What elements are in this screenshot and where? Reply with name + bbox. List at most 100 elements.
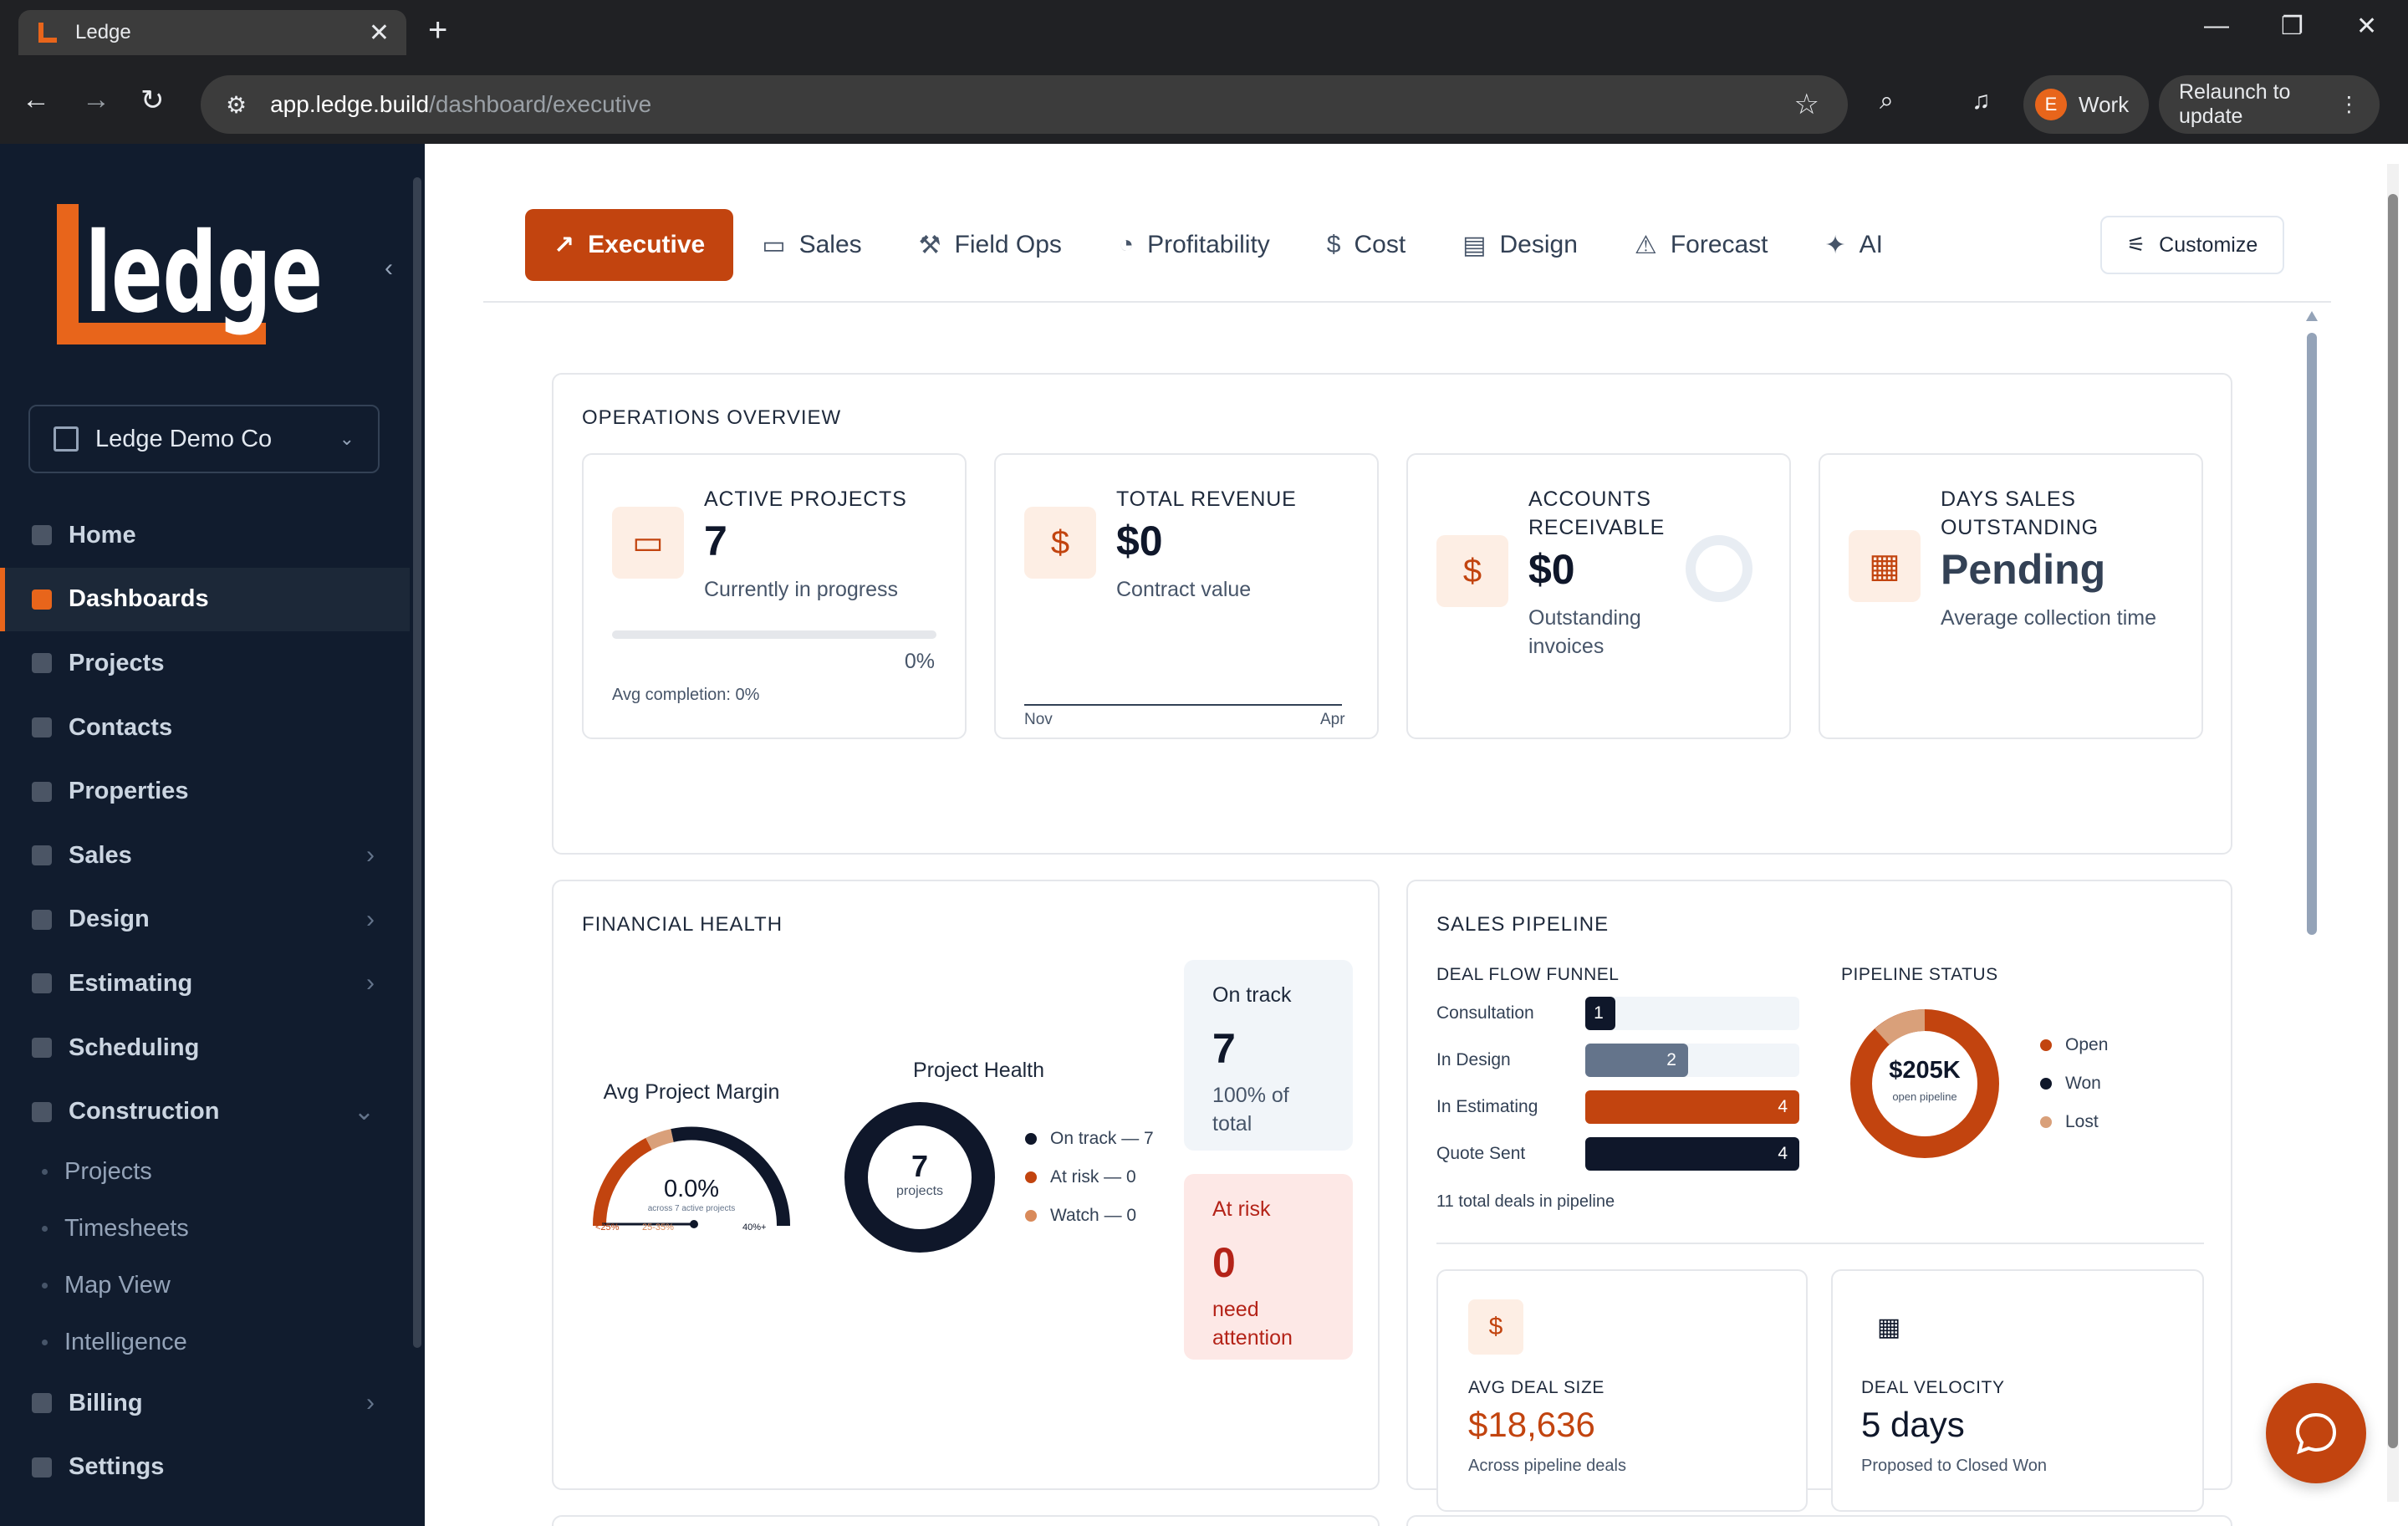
reload-icon[interactable]: ↻ <box>140 84 165 116</box>
tab-ai[interactable]: ✦ AI <box>1797 209 1912 281</box>
sidebar-scrollbar[interactable] <box>413 177 421 1348</box>
funnel-row-in-design[interactable]: In Design 2 <box>1436 1044 1799 1077</box>
sidebar-item-label: Scheduling <box>69 1033 200 1061</box>
sidebar-item-home[interactable]: Home <box>0 503 410 568</box>
sidebar-item-label: Projects <box>69 649 165 676</box>
tab-executive[interactable]: ↗ Executive <box>525 209 734 281</box>
tab-sales[interactable]: ▭ Sales <box>733 209 890 281</box>
scroll-up-icon[interactable] <box>2306 311 2318 321</box>
completion-progress-bar <box>612 630 936 639</box>
close-window-icon[interactable]: ✕ <box>2356 13 2378 40</box>
address-bar[interactable]: ⚙ app.ledge.build/dashboard/executive ☆ <box>201 75 1848 134</box>
funnel-row-consultation[interactable]: Consultation 1 <box>1436 997 1799 1030</box>
legend-dot <box>2040 1039 2052 1051</box>
page-scrollbar[interactable] <box>2386 164 2400 1502</box>
deal-velocity-card[interactable]: ▦ DEAL VELOCITY 5 days Proposed to Close… <box>1831 1269 2204 1512</box>
tab-design[interactable]: ▤ Design <box>1434 209 1606 281</box>
company-name: Ledge Demo Co <box>95 425 273 452</box>
restore-icon[interactable]: ❐ <box>2281 13 2303 40</box>
sidebar-item-projects[interactable]: Projects <box>0 631 410 696</box>
financial-health-card: FINANCIAL HEALTH Avg Project Margin 0.0%… <box>552 880 1380 1490</box>
sidebar-subitem-timesheets[interactable]: Timesheets <box>0 1201 410 1258</box>
dollar-icon: $ <box>1326 231 1341 258</box>
at-risk-tile[interactable]: At risk 0 need attention <box>1184 1174 1353 1360</box>
legend-dot <box>1025 1133 1037 1145</box>
scrollbar-thumb[interactable] <box>2307 333 2317 935</box>
legend-dot <box>2040 1116 2052 1128</box>
scrollbar-thumb[interactable] <box>2388 194 2398 1448</box>
tab-field-ops[interactable]: ⚒ Field Ops <box>890 209 1090 281</box>
sidebar-item-dashboards[interactable]: Dashboards <box>0 567 410 632</box>
kpi-sub: Contract value <box>1116 578 1252 601</box>
sales-pipeline-card: SALES PIPELINE DEAL FLOW FUNNEL PIPELINE… <box>1406 880 2232 1512</box>
forward-icon[interactable]: → <box>82 84 110 115</box>
browser-tab[interactable]: Ledge ✕ <box>18 10 406 55</box>
sidebar-item-contacts[interactable]: Contacts <box>0 696 410 760</box>
sidebar-item-scheduling[interactable]: Scheduling <box>0 1016 410 1080</box>
sidebar-item-construction[interactable]: Construction ⌄ <box>0 1079 410 1144</box>
kpi-label-line2: OUTSTANDING <box>1941 516 2099 539</box>
kpi-active-projects[interactable]: ▭ ACTIVE PROJECTS 7 Currently in progres… <box>582 453 967 739</box>
back-icon[interactable]: ← <box>22 84 50 115</box>
funnel-total: 11 total deals in pipeline <box>1436 1192 1615 1211</box>
ledge-logo[interactable]: ledge <box>55 204 331 346</box>
document-icon: ▤ <box>1462 231 1487 259</box>
relaunch-button[interactable]: Relaunch to update ⋮ <box>2159 75 2380 134</box>
tab-label: Sales <box>798 231 862 258</box>
kpi-total-revenue[interactable]: $ TOTAL REVENUE $0 Contract value Nov Ap… <box>994 453 1379 739</box>
sidebar-item-settings[interactable]: Settings <box>0 1436 410 1500</box>
dashboard-scrollbar[interactable] <box>2306 311 2318 1498</box>
minimize-icon[interactable]: — <box>2204 12 2229 39</box>
funnel-row-quote-sent[interactable]: Quote Sent 4 <box>1436 1137 1799 1171</box>
sidebar-item-design[interactable]: Design › <box>0 888 410 952</box>
sidebar-subitem-projects[interactable]: Projects <box>0 1144 410 1201</box>
browser-chrome: Ledge ✕ + — ❐ ✕ ← → ↻ ⚙ app.ledge.build /… <box>0 0 2408 144</box>
profile-button[interactable]: E Work <box>2023 75 2149 134</box>
tab-label: Forecast <box>1670 231 1768 258</box>
calendar-icon: ▦ <box>1849 530 1921 602</box>
sidebar-subitem-map-view[interactable]: Map View <box>0 1258 410 1314</box>
sidebar-item-sales[interactable]: Sales › <box>0 824 410 888</box>
tab-cost[interactable]: $ Cost <box>1298 209 1434 281</box>
close-tab-icon[interactable]: ✕ <box>368 18 390 47</box>
sidebar-item-properties[interactable]: Properties <box>0 759 410 824</box>
search-tabs-icon[interactable]: ⌕ <box>1880 87 1894 115</box>
kpi-days-sales-outstanding[interactable]: ▦ DAYS SALES OUTSTANDING Pending Average… <box>1819 453 2203 739</box>
tile-label: At risk <box>1212 1197 1271 1221</box>
more-menu-icon[interactable]: ⋮ <box>2339 93 2360 116</box>
customize-button[interactable]: ⚟ Customize <box>2100 216 2284 274</box>
sidebar-item-billing[interactable]: Billing › <box>0 1371 410 1436</box>
tab-label: Executive <box>588 231 706 258</box>
legend-at-risk: At risk — 0 <box>1025 1167 1136 1187</box>
sidebar-subitem-intelligence[interactable]: Intelligence <box>0 1314 410 1371</box>
deal-velocity-value: 5 days <box>1861 1405 1965 1444</box>
bookmark-star-icon[interactable]: ☆ <box>1793 89 1819 120</box>
gauge-tick-mid: 25-35% <box>642 1222 674 1233</box>
tabs-divider <box>483 301 2331 303</box>
kpi-label-line1: DAYS SALES <box>1941 487 2076 511</box>
collapse-sidebar-icon[interactable]: ‹ <box>385 254 393 282</box>
chat-button[interactable] <box>2266 1383 2366 1483</box>
sidebar-item-label: Design <box>69 906 150 933</box>
sales-icon <box>32 845 52 866</box>
kpi-accounts-receivable[interactable]: $ ACCOUNTS RECEIVABLE $0 Outstanding inv… <box>1406 453 1791 739</box>
media-controls-icon[interactable]: ♫ <box>1972 87 1991 115</box>
avg-deal-size-card[interactable]: $ AVG DEAL SIZE $18,636 Across pipeline … <box>1436 1269 1808 1512</box>
tab-forecast[interactable]: ⚠ Forecast <box>1606 209 1797 281</box>
tab-label: Cost <box>1354 231 1406 258</box>
funnel-track: 4 <box>1585 1137 1799 1171</box>
profile-avatar: E <box>2035 89 2067 120</box>
funnel-row-in-estimating[interactable]: In Estimating 4 <box>1436 1090 1799 1124</box>
tab-profitability[interactable]: ◔ Profitability <box>1090 209 1298 281</box>
avg-deal-label: AVG DEAL SIZE <box>1468 1378 1605 1397</box>
legend-label: Won <box>2065 1074 2101 1093</box>
sidebar-item-estimating[interactable]: Estimating › <box>0 952 410 1016</box>
sparkline-end-label: Apr <box>1320 711 1345 728</box>
gauge-tick-high: 40%+ <box>742 1222 767 1233</box>
new-tab-icon[interactable]: + <box>428 12 448 48</box>
sparkline-start-label: Nov <box>1024 711 1053 728</box>
on-track-tile[interactable]: On track 7 100% of total <box>1184 960 1353 1151</box>
estimating-icon <box>32 973 52 994</box>
company-selector[interactable]: Ledge Demo Co ⌄ <box>28 405 380 473</box>
site-settings-icon[interactable]: ⚙ <box>226 91 247 118</box>
